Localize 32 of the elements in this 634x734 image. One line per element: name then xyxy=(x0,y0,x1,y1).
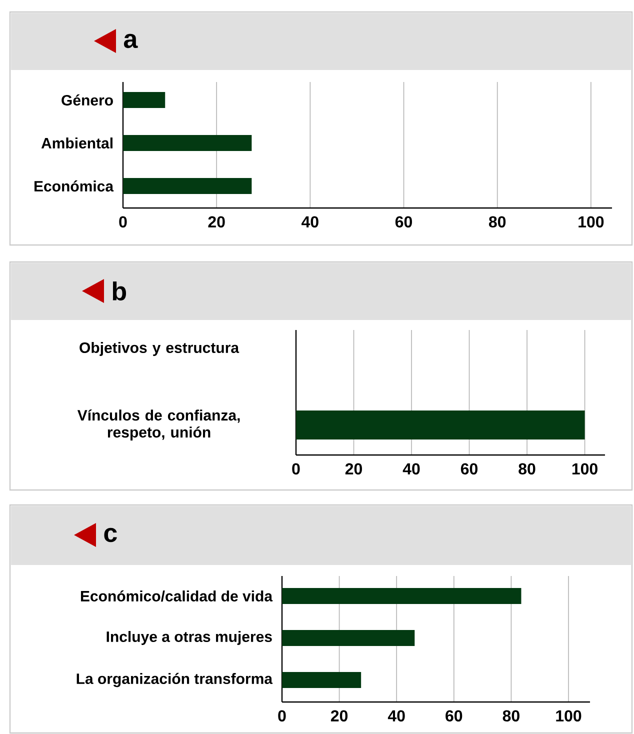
y-tick-label: Económico/calidad de vida xyxy=(80,590,273,602)
y-tick-label: Incluye a otras mujeres xyxy=(106,631,272,645)
x-tick-label: 100 xyxy=(556,710,582,722)
x-tick-label: 100 xyxy=(572,463,598,475)
chart-title: c xyxy=(104,528,117,542)
chart-title: b xyxy=(112,281,126,301)
x-tick-label: 80 xyxy=(502,710,520,722)
y-tick-label: La organización transforma xyxy=(76,672,273,688)
x-tick-label: 20 xyxy=(208,216,225,228)
chart-title: a xyxy=(124,34,138,48)
x-tick-label: 40 xyxy=(302,216,318,228)
bar xyxy=(282,630,415,646)
bar xyxy=(282,672,362,688)
x-tick-label: 0 xyxy=(119,216,127,228)
x-tick-label: 40 xyxy=(402,463,420,475)
y-tick-label: Ambiental xyxy=(41,137,112,149)
x-tick-label: 60 xyxy=(460,463,478,475)
y-tick-label: Objetivos y estructura xyxy=(80,342,240,356)
x-tick-label: 80 xyxy=(488,216,506,228)
x-tick-label: 60 xyxy=(395,216,412,228)
x-tick-label: 0 xyxy=(292,463,300,475)
x-tick-label: 20 xyxy=(345,463,362,475)
y-tick-label: Género xyxy=(62,94,113,106)
bar xyxy=(282,588,522,604)
y-tick-label: Económica xyxy=(34,180,114,192)
x-tick-label: 60 xyxy=(446,710,462,722)
x-tick-label: 100 xyxy=(578,216,604,228)
x-tick-label: 80 xyxy=(518,463,536,475)
y-tick-label: Vínculos de confianza, respeto, unión xyxy=(77,409,240,441)
x-tick-label: 40 xyxy=(388,710,405,722)
x-tick-label: 20 xyxy=(330,710,348,722)
x-tick-label: 0 xyxy=(278,710,286,722)
